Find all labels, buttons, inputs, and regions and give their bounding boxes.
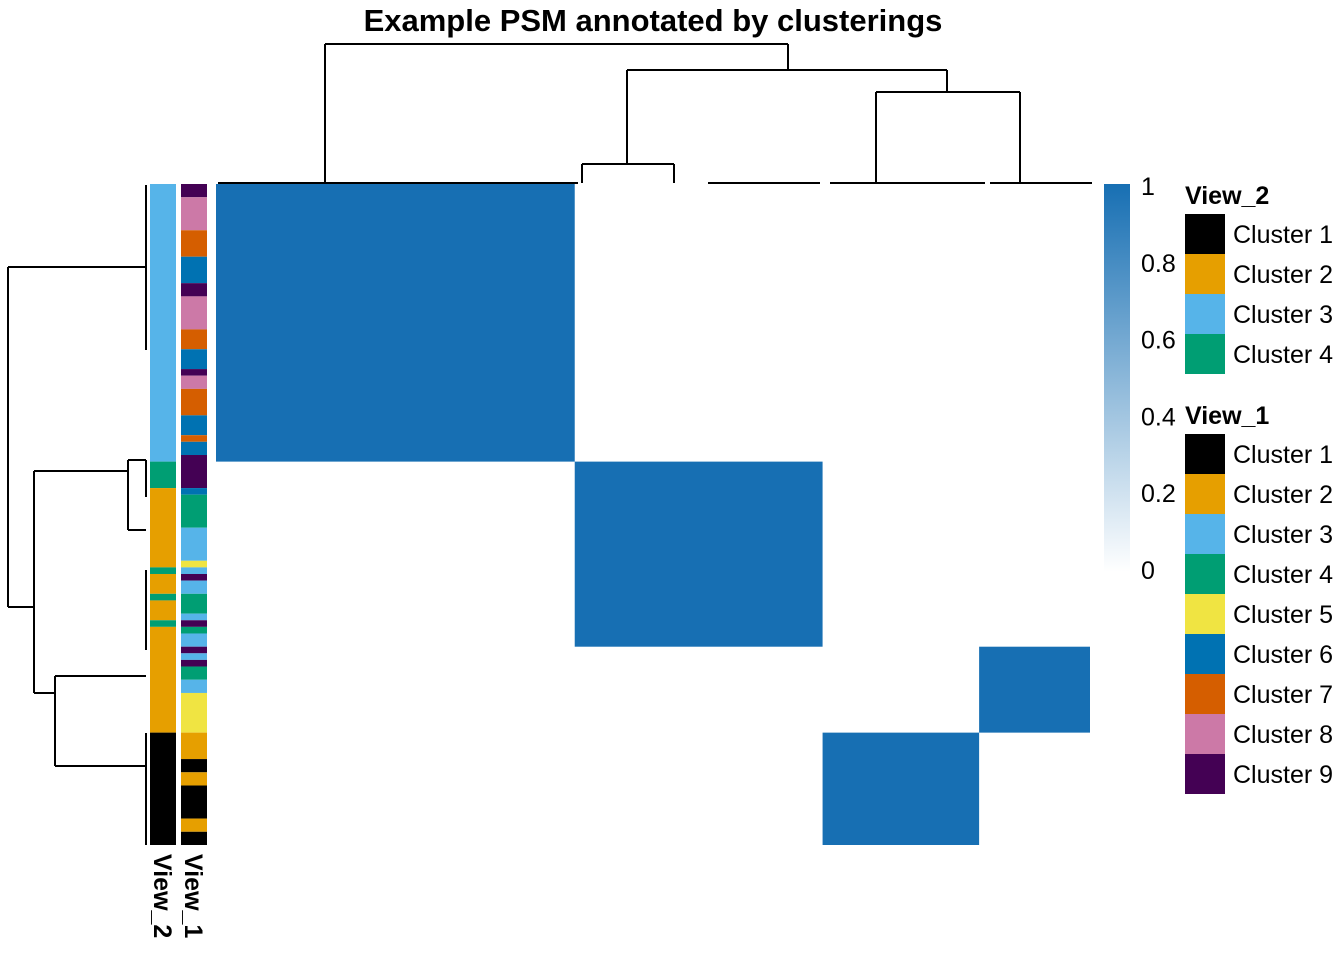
annotation-cell-view_1-6	[181, 296, 207, 330]
legend-swatch-view_1-6	[1185, 634, 1225, 674]
legend-label-view_1-3: Cluster 3	[1233, 521, 1333, 549]
annotation-cell-view_1-37	[181, 785, 207, 819]
legend-label-view_1-5: Cluster 5	[1233, 601, 1333, 629]
legend-swatch-view_2-2	[1185, 254, 1225, 294]
legend-swatch-view_2-3	[1185, 294, 1225, 334]
legend-swatch-view_1-2	[1185, 474, 1225, 514]
annotation-cell-view_1-21	[181, 573, 207, 581]
annotation-cell-view_1-7	[181, 329, 207, 350]
legend-swatch-view_2-4	[1185, 334, 1225, 374]
annotation-cell-view_1-27	[181, 633, 207, 647]
annotation-label-view_1: View_1	[179, 854, 207, 938]
legends: View_2 Cluster 1 Cluster 2 Cluster 3 Cluster…	[1185, 182, 1333, 794]
legend-swatch-view_1-3	[1185, 514, 1225, 554]
annotation-cell-view_2-7	[150, 600, 176, 621]
legend-swatch-view_2-1	[1185, 214, 1225, 254]
heatmap-block-3	[979, 646, 1090, 733]
legend-label-view_2-2: Cluster 2	[1233, 261, 1333, 289]
annotation-cell-view_1-9	[181, 369, 207, 376]
annotation-cell-view_2-6	[150, 593, 176, 601]
legend-swatch-view_1-8	[1185, 714, 1225, 754]
annotation-cell-view_2-9	[150, 626, 176, 733]
annotation-cell-view_1-28	[181, 646, 207, 654]
annotation-cell-view_1-38	[181, 818, 207, 832]
annotation-cell-view_1-29	[181, 653, 207, 660]
annotation-cell-view_1-1	[181, 184, 207, 198]
annotation-cell-view_1-2	[181, 197, 207, 231]
row-dendrogram	[7, 185, 147, 845]
annotation-cell-view_1-20	[181, 567, 207, 574]
annotation-cell-view_2-3	[150, 488, 176, 568]
annotation-cell-view_1-36	[181, 772, 207, 786]
annotation-cell-view_1-39	[181, 831, 207, 845]
annotation-cell-view_1-32	[181, 679, 207, 693]
annotation-bars	[150, 184, 207, 845]
annotation-cell-view_1-34	[181, 732, 207, 760]
legend-swatch-view_1-4	[1185, 554, 1225, 594]
legend-swatch-view_1-1	[1185, 434, 1225, 474]
heatmap-block-4	[822, 732, 980, 845]
annotation-cell-view_1-15	[181, 455, 207, 489]
annotation-cell-view_1-19	[181, 560, 207, 568]
colorbar-tick-label: 0.4	[1141, 403, 1176, 431]
colorbar-tick-label: 0	[1141, 557, 1155, 585]
annotation-cell-view_2-10	[150, 732, 176, 845]
annotation-cell-view_1-31	[181, 666, 207, 680]
legend-label-view_1-9: Cluster 9	[1233, 761, 1333, 789]
annotation-cell-view_2-2	[150, 461, 176, 489]
colorbar-tick-label: 0.2	[1141, 480, 1176, 508]
legend-swatch-view_1-7	[1185, 674, 1225, 714]
annotation-cell-view_1-33	[181, 692, 207, 733]
annotation-cell-view_1-22	[181, 580, 207, 594]
colorbar-gradient	[1104, 184, 1130, 572]
colorbar: 1 0.8 0.6 0.4 0.2 0	[1104, 173, 1176, 585]
annotation-cell-view_2-5	[150, 573, 176, 594]
colorbar-tick-label: 0.6	[1141, 327, 1176, 355]
legend-label-view_1-2: Cluster 2	[1233, 481, 1333, 509]
annotation-cell-view_1-18	[181, 527, 207, 561]
annotation-cell-view_1-16	[181, 488, 207, 495]
legend-title-view_1: View_1	[1185, 402, 1269, 430]
annotation-cell-view_1-12	[181, 415, 207, 436]
annotation-cell-view_2-1	[150, 184, 176, 462]
legend-label-view_2-4: Cluster 4	[1233, 341, 1333, 369]
annotation-cell-view_1-5	[181, 283, 207, 297]
heatmap-blocks	[216, 184, 1090, 845]
annotation-cell-view_1-30	[181, 659, 207, 667]
annotation-cell-view_1-11	[181, 388, 207, 416]
annotation-cell-view_1-23	[181, 593, 207, 614]
annotation-label-view_2: View_2	[148, 854, 176, 938]
legend-label-view_1-4: Cluster 4	[1233, 561, 1333, 589]
annotation-cell-view_1-10	[181, 375, 207, 389]
legend-label-view_1-1: Cluster 1	[1233, 441, 1333, 469]
annotation-cell-view_1-26	[181, 626, 207, 634]
annotation-cell-view_1-25	[181, 620, 207, 627]
legend-label-view_1-6: Cluster 6	[1233, 641, 1333, 669]
annotation-cell-view_1-8	[181, 349, 207, 370]
annotation-cell-view_1-17	[181, 494, 207, 528]
legend-label-view_1-8: Cluster 8	[1233, 721, 1333, 749]
annotation-cell-view_1-24	[181, 613, 207, 621]
heatmap-block-2	[574, 461, 823, 647]
legend-label-view_1-7: Cluster 7	[1233, 681, 1333, 709]
heatmap-block-1	[216, 184, 575, 462]
column-dendrogram	[218, 43, 1092, 184]
annotation-cell-view_1-35	[181, 759, 207, 773]
legend-label-view_2-3: Cluster 3	[1233, 301, 1333, 329]
colorbar-tick-label: 0.8	[1141, 250, 1176, 278]
annotation-cell-view_1-13	[181, 435, 207, 442]
annotation-labels: View_2 View_1	[148, 854, 207, 938]
annotation-cell-view_2-8	[150, 620, 176, 627]
annotation-cell-view_1-14	[181, 441, 207, 456]
legend-swatch-view_1-9	[1185, 754, 1225, 794]
chart-title: Example PSM annotated by clusterings	[364, 3, 943, 38]
legend-swatch-view_1-5	[1185, 594, 1225, 634]
legend-title-view_2: View_2	[1185, 182, 1269, 210]
legend-label-view_2-1: Cluster 1	[1233, 221, 1333, 249]
annotation-cell-view_2-4	[150, 567, 176, 574]
annotation-cell-view_1-4	[181, 256, 207, 284]
annotation-cell-view_1-3	[181, 230, 207, 257]
colorbar-tick-label: 1	[1141, 173, 1155, 201]
